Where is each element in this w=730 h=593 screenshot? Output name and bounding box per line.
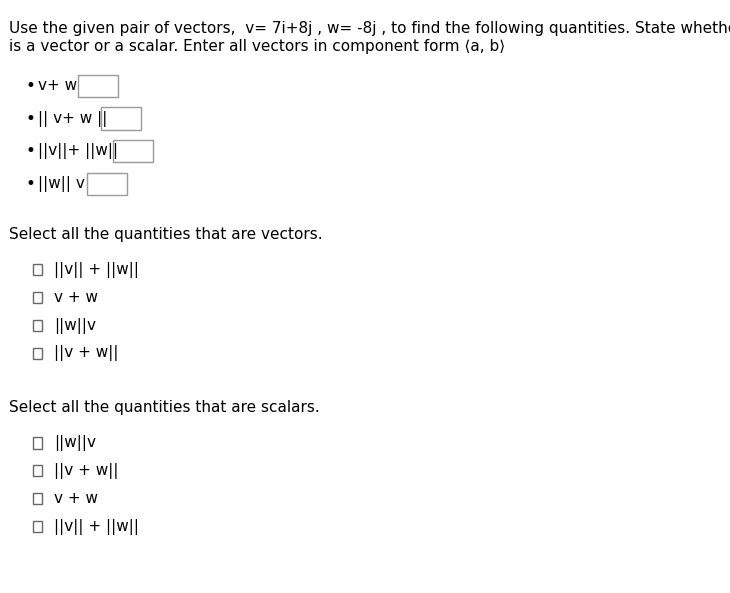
Text: is a vector or a scalar. Enter all vectors in component form ⟨a, b⟩: is a vector or a scalar. Enter all vecto… (9, 39, 506, 53)
Text: ||w||v: ||w||v (54, 435, 96, 451)
FancyBboxPatch shape (101, 107, 142, 130)
Text: ||v|| + ||w||: ||v|| + ||w|| (54, 519, 139, 534)
Text: •: • (26, 175, 36, 193)
FancyBboxPatch shape (33, 347, 42, 359)
Text: v+ w: v+ w (38, 78, 77, 94)
Text: ||w|| v: ||w|| v (38, 176, 85, 192)
Text: v + w: v + w (54, 290, 99, 305)
Text: Select all the quantities that are vectors.: Select all the quantities that are vecto… (9, 227, 323, 241)
Text: ||w||v: ||w||v (54, 318, 96, 333)
Text: ||v + w||: ||v + w|| (54, 346, 119, 361)
Text: || v+ w ||: || v+ w || (38, 111, 107, 126)
FancyBboxPatch shape (33, 264, 42, 275)
Text: v + w: v + w (54, 491, 99, 506)
Text: ||v|| + ||w||: ||v|| + ||w|| (54, 262, 139, 278)
FancyBboxPatch shape (33, 521, 42, 533)
Text: •: • (26, 77, 36, 95)
FancyBboxPatch shape (88, 173, 127, 195)
FancyBboxPatch shape (33, 438, 42, 448)
FancyBboxPatch shape (33, 292, 42, 304)
Text: Select all the quantities that are scalars.: Select all the quantities that are scala… (9, 400, 320, 415)
FancyBboxPatch shape (33, 320, 42, 331)
Text: ||v||+ ||w||: ||v||+ ||w|| (38, 144, 118, 159)
FancyBboxPatch shape (33, 493, 42, 504)
Text: ||v + w||: ||v + w|| (54, 463, 119, 479)
Text: Use the given pair of vectors,  v= 7i+8j , w= -8j , to find the following quanti: Use the given pair of vectors, v= 7i+8j … (9, 21, 730, 36)
FancyBboxPatch shape (113, 140, 153, 162)
Text: •: • (26, 142, 36, 160)
Text: •: • (26, 110, 36, 127)
FancyBboxPatch shape (33, 465, 42, 477)
FancyBboxPatch shape (78, 75, 118, 97)
